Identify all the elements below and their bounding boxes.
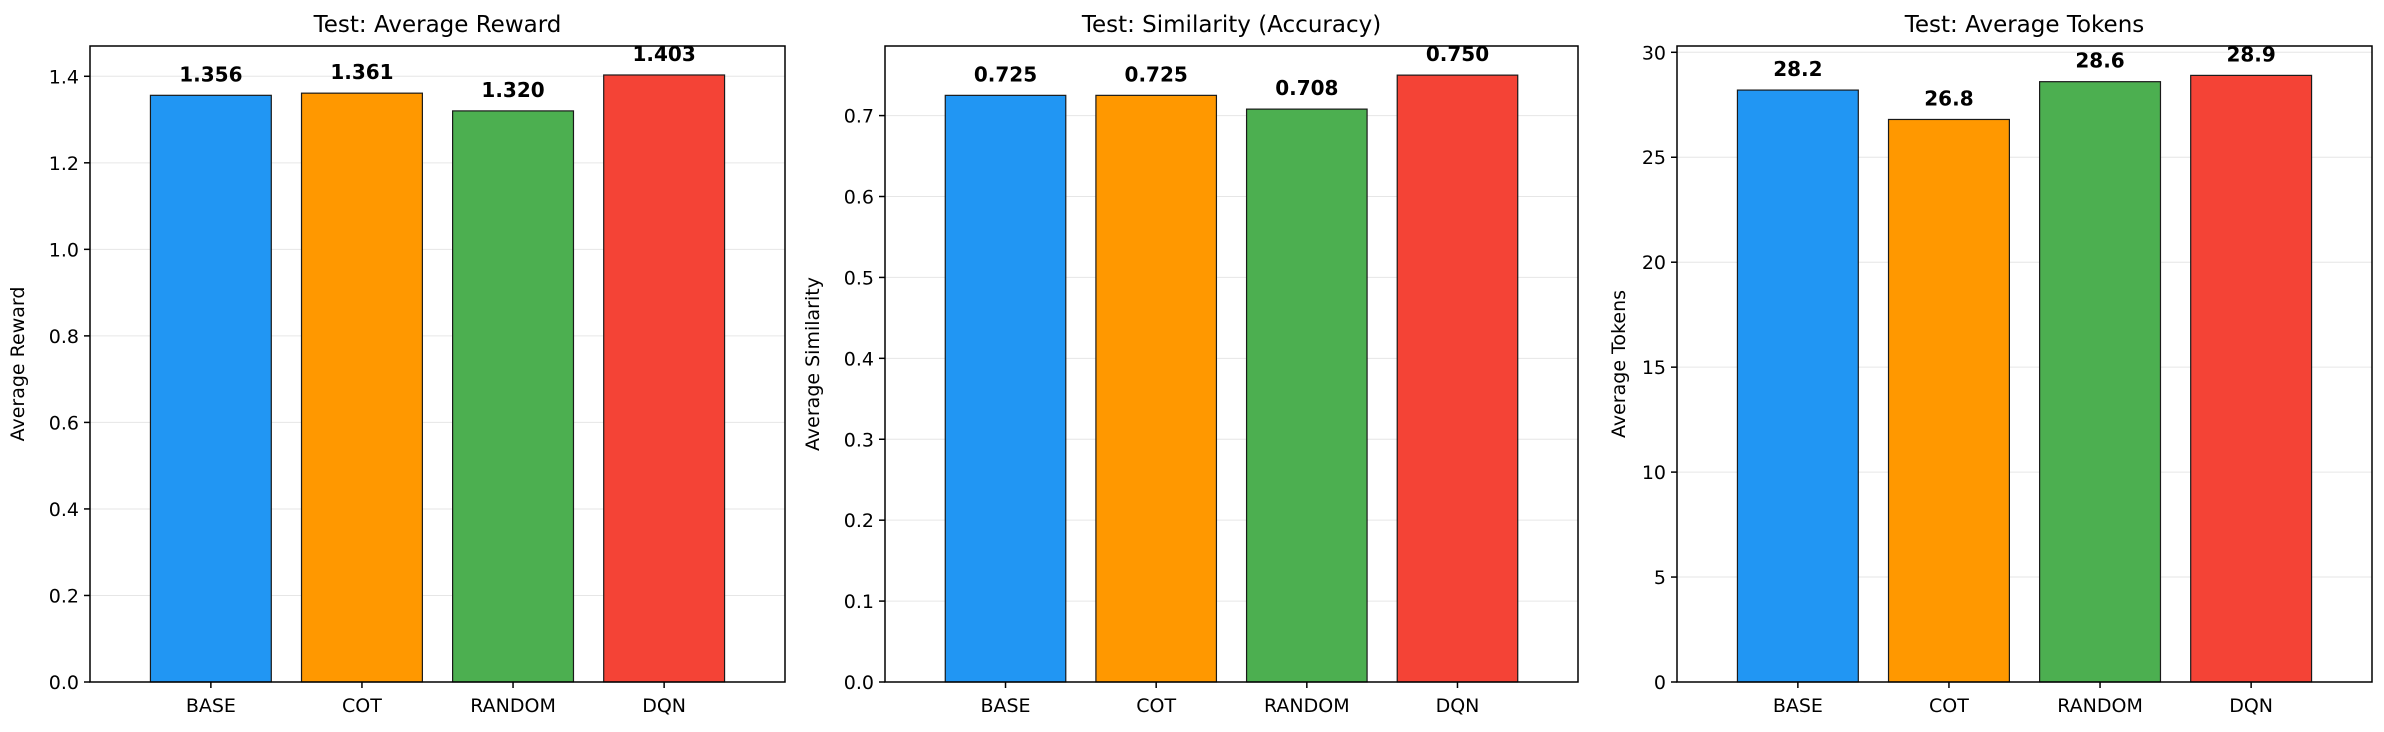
y-tick-label: 0 bbox=[1654, 672, 1666, 694]
bar-dqn bbox=[2190, 74, 2313, 683]
y-tick-label: 0.1 bbox=[844, 591, 874, 613]
x-tick-label: COT bbox=[1929, 695, 1969, 717]
y-axis-label: Average Reward bbox=[7, 287, 29, 442]
bar-base bbox=[1736, 89, 1859, 683]
bar-cot bbox=[300, 92, 423, 683]
y-tick-label: 0.5 bbox=[844, 267, 874, 289]
chart-panel-2: 0.725BASE0.725COT0.708RANDOM0.750DQN0.00… bbox=[802, 12, 1579, 717]
data-label: 0.708 bbox=[1275, 76, 1338, 100]
data-label: 28.2 bbox=[1773, 57, 1822, 81]
chart-panel-3: 28.2BASE26.8COT28.6RANDOM28.9DQN05101520… bbox=[1608, 12, 2373, 717]
y-tick-label: 0.6 bbox=[49, 412, 79, 434]
plot-frame bbox=[884, 45, 1579, 683]
y-tick-label: 20 bbox=[1642, 252, 1666, 274]
x-tick-label: BASE bbox=[980, 695, 1030, 717]
data-label: 1.356 bbox=[179, 62, 242, 86]
y-tick-label: 0.4 bbox=[844, 348, 874, 370]
y-tick-label: 0.6 bbox=[844, 187, 874, 209]
y-tick-label: 30 bbox=[1642, 42, 1666, 64]
x-tick-label: COT bbox=[1136, 695, 1176, 717]
chart-title: Test: Average Reward bbox=[313, 12, 562, 38]
bar-cot bbox=[1887, 118, 2010, 683]
x-tick-label: BASE bbox=[186, 695, 236, 717]
bar-random bbox=[452, 110, 575, 683]
y-tick-label: 1.4 bbox=[49, 66, 79, 88]
y-tick-label: 0.2 bbox=[844, 510, 874, 532]
data-label: 0.725 bbox=[974, 62, 1037, 86]
x-tick-label: BASE bbox=[1773, 695, 1823, 717]
y-tick-label: 0.7 bbox=[844, 106, 874, 128]
data-label: 1.361 bbox=[330, 60, 393, 84]
y-tick-label: 0.0 bbox=[844, 672, 874, 694]
x-tick-label: RANDOM bbox=[470, 695, 556, 717]
y-axis-label: Average Tokens bbox=[1608, 290, 1630, 438]
y-tick-label: 0.2 bbox=[49, 585, 79, 607]
data-label: 28.6 bbox=[2075, 49, 2124, 73]
data-label: 0.725 bbox=[1125, 62, 1188, 86]
x-tick-label: DQN bbox=[2229, 695, 2273, 717]
data-label: 26.8 bbox=[1924, 86, 1973, 110]
bar-dqn bbox=[603, 74, 726, 683]
x-tick-label: DQN bbox=[1436, 695, 1480, 717]
chart-title: Test: Similarity (Accuracy) bbox=[1081, 12, 1381, 38]
x-tick-label: RANDOM bbox=[2057, 695, 2143, 717]
chart-panel-1: 1.356BASE1.361COT1.320RANDOM1.403DQN0.00… bbox=[7, 12, 786, 717]
chart-title: Test: Average Tokens bbox=[1904, 12, 2145, 38]
plot-frame bbox=[89, 45, 786, 683]
y-tick-label: 0.8 bbox=[49, 326, 79, 348]
bar-base bbox=[149, 94, 272, 683]
bar-random bbox=[2039, 81, 2162, 683]
y-axis-label: Average Similarity bbox=[802, 277, 824, 451]
bar-random bbox=[1245, 108, 1368, 683]
y-tick-label: 10 bbox=[1642, 462, 1666, 484]
x-tick-label: RANDOM bbox=[1264, 695, 1350, 717]
x-tick-label: COT bbox=[342, 695, 382, 717]
plot-frame bbox=[1676, 45, 2373, 683]
y-tick-label: 0.0 bbox=[49, 672, 79, 694]
y-tick-label: 0.4 bbox=[49, 499, 79, 521]
bar-dqn bbox=[1396, 74, 1519, 683]
y-tick-label: 1.2 bbox=[49, 153, 79, 175]
y-tick-label: 1.0 bbox=[49, 239, 79, 261]
y-tick-label: 0.3 bbox=[844, 429, 874, 451]
x-tick-label: DQN bbox=[642, 695, 686, 717]
y-tick-label: 5 bbox=[1654, 567, 1666, 589]
bar-base bbox=[944, 94, 1067, 683]
data-label: 1.320 bbox=[481, 78, 544, 102]
y-tick-label: 25 bbox=[1642, 147, 1666, 169]
bar-cot bbox=[1095, 94, 1218, 683]
y-tick-label: 15 bbox=[1642, 357, 1666, 379]
